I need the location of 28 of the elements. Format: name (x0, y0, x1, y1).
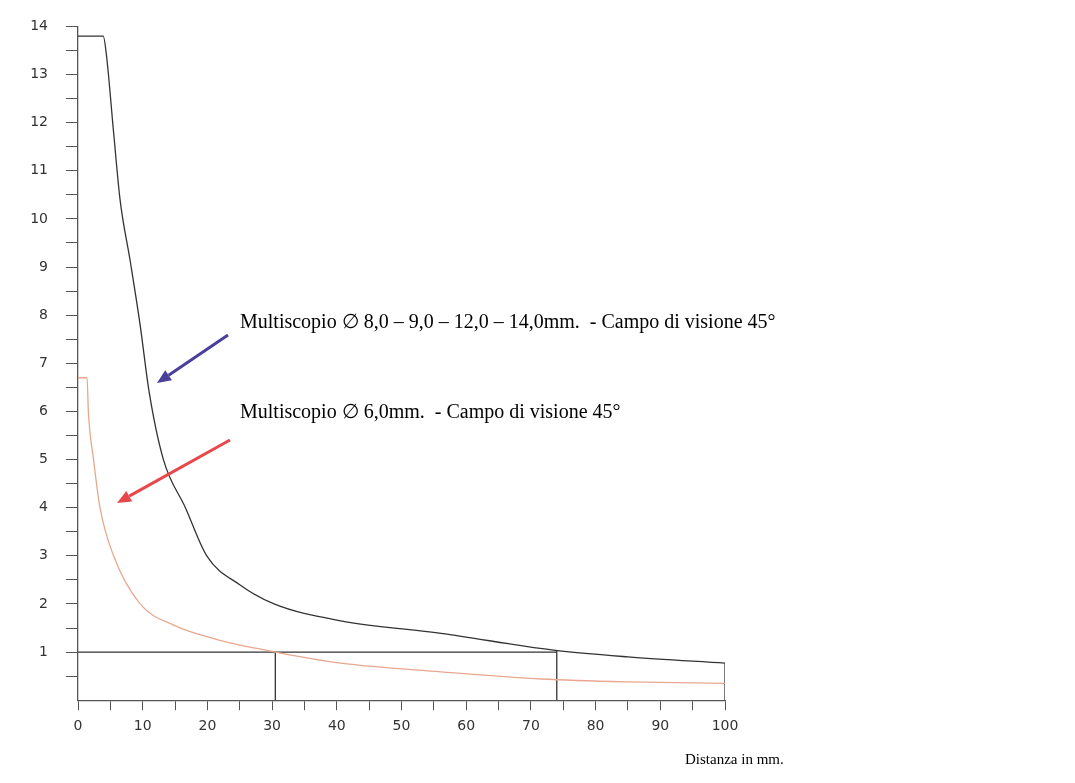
x-tick-label: 40 (327, 717, 346, 734)
x-axis-title: Distanza in mm. (685, 751, 784, 768)
y-tick-label: 7 (39, 353, 48, 370)
y-tick-label: 14 (30, 17, 49, 34)
y-tick-label: 4 (39, 498, 49, 515)
y-tick-label: 8 (39, 305, 48, 322)
x-tick-label: 90 (651, 717, 670, 734)
x-tick-label: 80 (586, 717, 605, 734)
x-tick-label: 30 (263, 717, 282, 734)
annotation: Multiscopio ∅ 6,0mm. - Campo di visione 45° (240, 400, 621, 424)
y-tick-label: 10 (30, 209, 48, 226)
x-tick-label: 10 (133, 717, 152, 734)
annotation: Multiscopio ∅ 8,0 – 9,0 – 12,0 – 14,0mm. - Campo di visione 45° (240, 310, 776, 334)
x-tick-label: 0 (73, 717, 83, 734)
x-tick-label: 60 (457, 717, 476, 734)
x-tick-label: 50 (392, 717, 411, 734)
y-tick-label: 1 (39, 642, 48, 659)
y-tick-label: 2 (39, 594, 48, 611)
y-tick-label: 3 (39, 546, 48, 563)
y-tick-label: 12 (30, 113, 48, 130)
x-tick-label: 100 (711, 717, 739, 734)
x-tick-label: 20 (198, 717, 217, 734)
y-tick-label: 9 (39, 257, 48, 274)
y-tick-label: 6 (39, 402, 49, 419)
y-tick-label: 5 (39, 450, 48, 467)
y-tick-label: 11 (30, 161, 48, 178)
y-tick-label: 13 (30, 65, 48, 82)
x-tick-label: 70 (521, 717, 540, 734)
